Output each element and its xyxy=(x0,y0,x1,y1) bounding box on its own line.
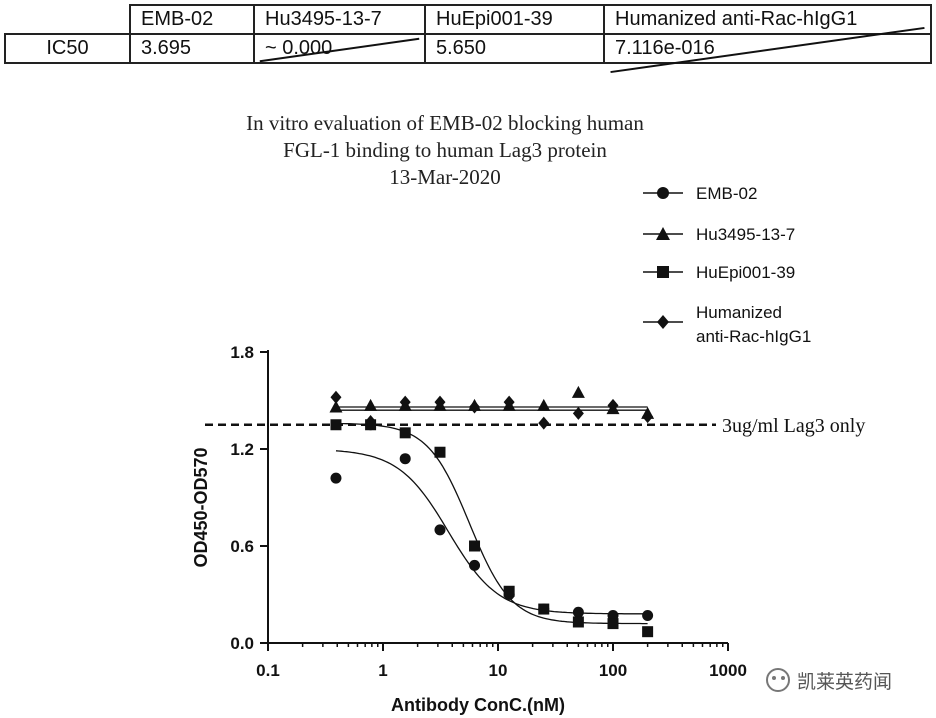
ic50-header-row: EMB-02 Hu3495-13-7 HuEpi001-39 Humanized… xyxy=(5,4,932,35)
data-point-diamond xyxy=(503,395,515,409)
data-point-diamond xyxy=(365,415,377,429)
x-tick-label: 1 xyxy=(378,661,387,680)
ic50-header-cell: EMB-02 xyxy=(129,4,255,35)
x-tick-label: 100 xyxy=(599,661,627,680)
legend-label: Hu3495-13-7 xyxy=(696,225,795,244)
y-axis-title: OD450-OD570 xyxy=(191,447,211,567)
data-point-diamond xyxy=(538,416,550,430)
reference-line-label: 3ug/ml Lag3 only xyxy=(722,415,865,437)
legend-marker-square xyxy=(657,266,669,278)
data-point-square xyxy=(469,540,481,552)
data-point-square xyxy=(642,626,654,638)
x-axis-title: Antibody ConC.(nM) xyxy=(391,695,565,715)
legend-label-line: EMB-02 xyxy=(696,184,757,203)
legend-label: Humanized anti-Rac-hIgG1 xyxy=(696,303,811,346)
data-point-square xyxy=(399,427,411,439)
ic50-value-cell: 3.695 xyxy=(129,33,255,64)
data-point-square xyxy=(330,419,342,431)
y-tick-label: 0.6 xyxy=(230,537,254,556)
data-point-circle xyxy=(469,559,481,571)
ic50-value-cell-struck: ~ 0.000 xyxy=(253,33,426,64)
legend-label-line: anti-Rac-hIgG1 xyxy=(696,327,811,346)
data-point-diamond xyxy=(434,395,446,409)
chart-title-line: In vitro evaluation of EMB-02 blocking h… xyxy=(246,111,644,135)
legend-marker-diamond xyxy=(657,315,669,329)
fit-curve xyxy=(335,450,648,615)
watermark-logo-eye-icon xyxy=(781,676,785,680)
x-tick-label: 10 xyxy=(489,661,508,680)
chart-title-line: 13-Mar-2020 xyxy=(389,165,501,189)
ic50-header-cell: Humanized anti-Rac-hIgG1 xyxy=(603,4,932,35)
data-point-square xyxy=(503,585,515,597)
data-point-triangle xyxy=(364,398,378,411)
data-point-square xyxy=(572,616,584,628)
legend-label-line: Humanized xyxy=(696,303,782,322)
fit-curve xyxy=(336,422,648,625)
chart-title-line: FGL-1 binding to human Lag3 protein xyxy=(283,138,607,162)
ic50-value-cell-struck: 7.116e-016 xyxy=(603,33,932,64)
ic50-value-row: IC50 3.695 ~ 0.000 5.650 7.116e-016 xyxy=(4,33,932,64)
data-point-square xyxy=(434,446,446,458)
ic50-value-cell: 5.650 xyxy=(424,33,605,64)
data-point-circle xyxy=(330,472,342,484)
ic50-corner-cell xyxy=(5,5,131,35)
ic50-header-cell: Hu3495-13-7 xyxy=(253,4,426,35)
legend-label-line: Hu3495-13-7 xyxy=(696,225,795,244)
legend-label: EMB-02 xyxy=(696,184,757,203)
data-point-circle xyxy=(642,610,654,622)
data-point-circle xyxy=(572,606,584,618)
data-point-square xyxy=(538,603,550,615)
ic50-table: EMB-02 Hu3495-13-7 HuEpi001-39 Humanized… xyxy=(4,4,932,64)
data-point-triangle xyxy=(329,400,343,413)
legend-label: HuEpi001-39 xyxy=(696,263,795,282)
legend-label-line: HuEpi001-39 xyxy=(696,263,795,282)
legend-marker-circle xyxy=(657,187,669,199)
chart-title: In vitro evaluation of EMB-02 blocking h… xyxy=(160,110,730,191)
data-point-diamond xyxy=(572,406,584,420)
x-tick-label: 1000 xyxy=(709,661,747,680)
watermark-logo-eye-icon xyxy=(772,676,776,680)
data-point-diamond xyxy=(469,400,481,414)
data-point-diamond xyxy=(330,390,342,404)
watermark-logo-icon xyxy=(766,668,790,692)
legend-marker-triangle xyxy=(656,227,670,240)
ic50-row-label: IC50 xyxy=(4,33,131,64)
data-point-circle xyxy=(399,453,411,465)
data-point-square xyxy=(607,618,619,630)
y-tick-label: 1.2 xyxy=(230,440,254,459)
x-tick-label: 0.1 xyxy=(256,661,280,680)
y-tick-label: 0.0 xyxy=(230,634,254,653)
data-point-diamond xyxy=(642,410,654,424)
watermark-text: 凯莱英药闻 xyxy=(797,671,892,693)
data-point-triangle xyxy=(571,385,585,398)
data-point-triangle xyxy=(537,398,551,411)
data-point-diamond xyxy=(399,395,411,409)
data-point-circle xyxy=(434,524,446,536)
data-point-diamond xyxy=(607,398,619,412)
y-tick-label: 1.8 xyxy=(230,343,254,362)
ic50-header-cell: HuEpi001-39 xyxy=(424,4,605,35)
